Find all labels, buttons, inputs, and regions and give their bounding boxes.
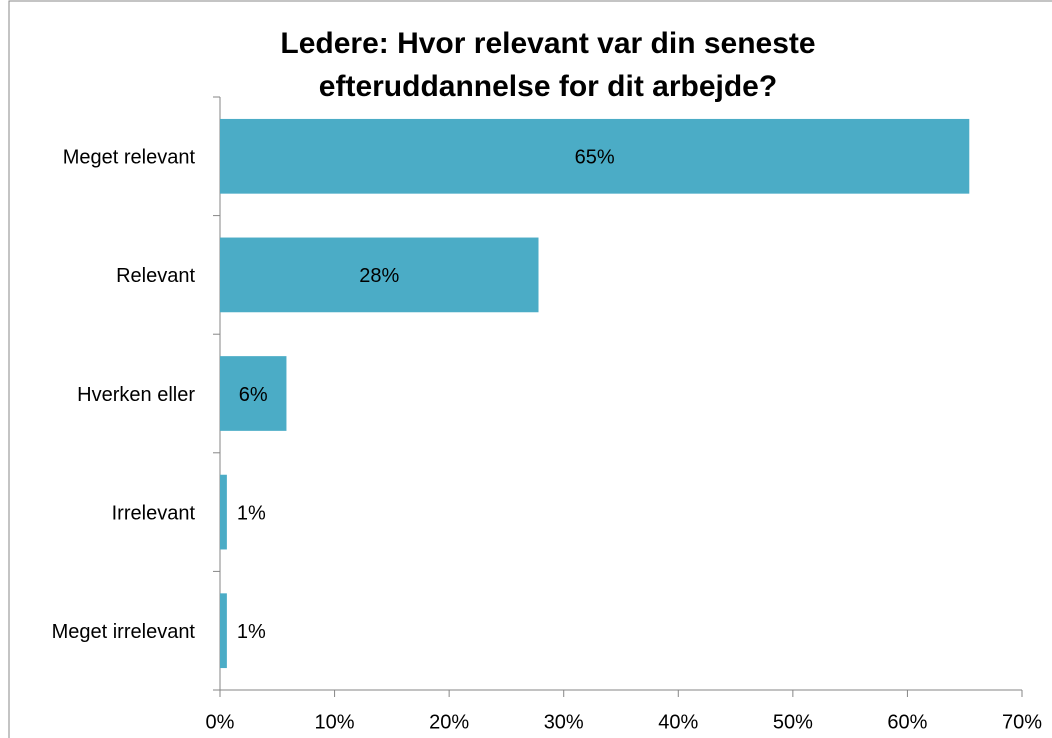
bar — [220, 593, 227, 669]
x-tick-label: 70% — [1002, 711, 1042, 733]
chart-title: Ledere: Hvor relevant var din seneste ef… — [280, 27, 816, 103]
bar — [220, 118, 970, 194]
x-tick-label: 50% — [773, 711, 813, 733]
bar — [220, 356, 287, 431]
x-tick-label: 20% — [429, 711, 469, 733]
x-tick-label: 40% — [658, 711, 698, 733]
y-tick-label: Relevant — [116, 265, 195, 287]
bar — [220, 474, 227, 550]
data-label: 1% — [237, 502, 266, 524]
y-tick-label: Irrelevant — [112, 502, 196, 524]
bar — [220, 237, 539, 313]
chart-border — [8, 0, 1052, 738]
y-tick-label: Meget relevant — [63, 147, 196, 169]
data-label: 1% — [237, 621, 266, 643]
x-tick-label: 10% — [315, 711, 355, 733]
data-label: 28% — [359, 265, 399, 287]
data-label: 6% — [239, 384, 268, 406]
y-tick-label: Hverken eller — [77, 384, 195, 406]
x-tick-label: 30% — [544, 711, 584, 733]
data-label: 65% — [575, 147, 615, 169]
x-tick-label: 0% — [206, 711, 235, 733]
y-tick-label: Meget irrelevant — [52, 621, 196, 643]
x-tick-label: 60% — [887, 711, 927, 733]
